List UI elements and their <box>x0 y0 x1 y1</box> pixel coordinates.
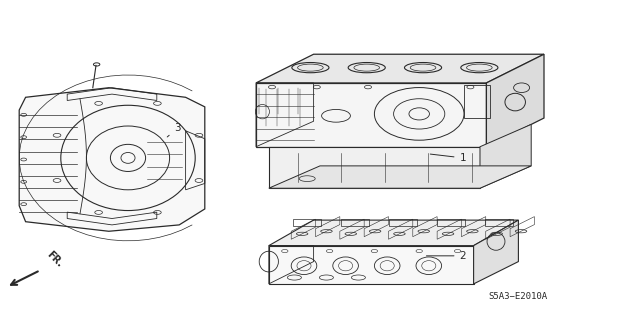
Polygon shape <box>256 83 486 147</box>
Polygon shape <box>486 54 544 147</box>
Text: 3: 3 <box>167 123 180 137</box>
Polygon shape <box>269 246 474 284</box>
Text: 1: 1 <box>430 153 466 163</box>
Polygon shape <box>19 88 205 231</box>
Text: 2: 2 <box>426 251 466 261</box>
Polygon shape <box>269 147 480 188</box>
Text: S5A3−E2010A: S5A3−E2010A <box>489 293 548 301</box>
Polygon shape <box>474 220 518 284</box>
Polygon shape <box>269 166 531 188</box>
Polygon shape <box>480 124 531 188</box>
Polygon shape <box>256 54 544 83</box>
Polygon shape <box>269 220 518 246</box>
Text: FR.: FR. <box>45 249 65 269</box>
